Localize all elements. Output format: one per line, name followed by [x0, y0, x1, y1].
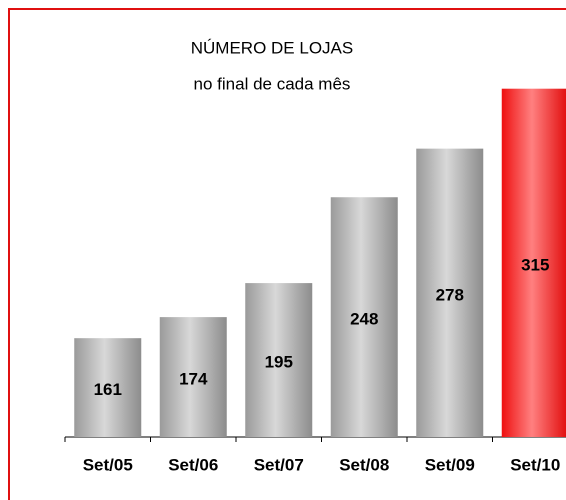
x-tick-label: Set/06 — [168, 455, 218, 474]
value-label: 161 — [94, 380, 122, 399]
x-tick-label: Set/07 — [254, 455, 304, 474]
value-label: 248 — [350, 310, 378, 329]
chart-title: NÚMERO DE LOJAS — [191, 38, 353, 57]
value-label: 278 — [436, 285, 464, 304]
bar — [501, 88, 566, 437]
x-tick-label: Set/10 — [510, 455, 560, 474]
bar — [74, 338, 142, 437]
x-tick-label: Set/05 — [83, 455, 133, 474]
value-label: 174 — [179, 370, 208, 389]
bar — [330, 197, 398, 437]
value-label: 315 — [521, 255, 549, 274]
bar — [416, 148, 484, 437]
value-label: 195 — [265, 353, 293, 372]
x-tick-label: Set/08 — [339, 455, 389, 474]
bar — [159, 317, 227, 437]
chart-subtitle: no final de cada mês — [194, 74, 351, 93]
x-tick-label: Set/09 — [425, 455, 475, 474]
bar — [245, 283, 313, 437]
frame — [8, 8, 566, 500]
